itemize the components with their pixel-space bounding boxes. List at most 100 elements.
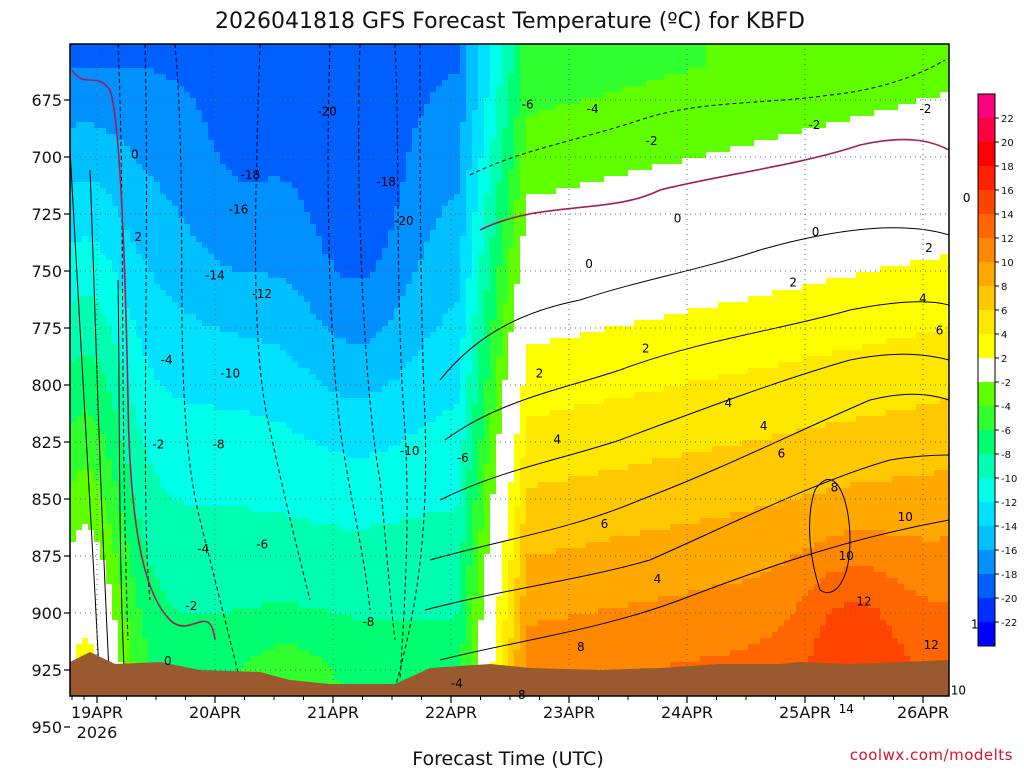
temperature-cell [106,110,113,117]
temperature-cell [652,212,659,219]
temperature-cell [874,44,881,51]
temperature-cell [418,206,425,213]
temperature-cell [850,128,857,135]
temperature-cell [250,158,257,165]
temperature-cell [526,134,533,141]
temperature-cell [544,218,551,225]
temperature-cell [106,212,113,219]
temperature-cell [82,98,89,105]
temperature-cell [904,68,911,75]
temperature-cell [640,50,647,57]
temperature-cell [460,218,467,225]
temperature-cell [802,152,809,159]
temperature-cell [214,182,221,189]
temperature-cell [862,194,869,201]
temperature-cell [574,230,581,237]
temperature-cell [442,74,449,81]
temperature-cell [736,152,743,159]
temperature-cell [766,110,773,117]
temperature-cell [526,68,533,75]
temperature-cell [892,218,899,225]
temperature-cell [418,92,425,99]
temperature-cell [538,80,545,87]
temperature-cell [418,182,425,189]
temperature-cell [532,140,539,147]
temperature-cell [772,182,779,189]
temperature-cell [808,86,815,93]
temperature-cell [208,134,215,141]
temperature-cell [508,188,515,195]
temperature-cell [244,68,251,75]
temperature-cell [514,44,521,51]
temperature-cell [598,206,605,213]
temperature-cell [226,164,233,171]
temperature-cell [592,218,599,225]
temperature-cell [916,170,923,177]
temperature-cell [340,80,347,87]
temperature-cell [196,200,203,207]
temperature-cell [826,212,833,219]
temperature-cell [196,98,203,105]
temperature-cell [514,146,521,153]
temperature-cell [586,56,593,63]
temperature-cell [448,62,455,69]
temperature-cell [628,224,635,231]
temperature-cell [688,116,695,123]
temperature-cell [514,50,521,57]
temperature-cell [664,92,671,99]
temperature-cell [466,110,473,117]
temperature-cell [292,176,299,183]
temperature-cell [724,164,731,171]
temperature-cell [490,206,497,213]
temperature-cell [916,44,923,51]
temperature-cell [424,44,431,51]
temperature-cell [394,242,401,249]
temperature-cell [124,146,131,153]
temperature-cell [742,218,749,225]
temperature-cell [406,236,413,243]
temperature-cell [664,206,671,213]
temperature-cell [538,218,545,225]
temperature-cell [100,110,107,117]
temperature-cell [358,236,365,243]
temperature-cell [130,56,137,63]
temperature-cell [610,230,617,237]
temperature-cell [376,80,383,87]
temperature-cell [130,218,137,225]
temperature-cell [718,86,725,93]
temperature-cell [382,92,389,99]
temperature-cell [190,122,197,129]
temperature-cell [250,128,257,135]
temperature-cell [676,188,683,195]
temperature-cell [256,224,263,231]
temperature-cell [496,128,503,135]
temperature-cell [580,86,587,93]
temperature-cell [778,92,785,99]
temperature-cell [220,86,227,93]
temperature-cell [610,146,617,153]
temperature-cell [658,218,665,225]
temperature-cell [718,68,725,75]
temperature-cell [514,80,521,87]
temperature-cell [790,194,797,201]
temperature-cell [808,212,815,219]
temperature-cell [106,218,113,225]
temperature-cell [742,212,749,219]
temperature-cell [934,56,941,63]
temperature-cell [532,128,539,135]
temperature-cell [718,98,725,105]
temperature-cell [184,110,191,117]
temperature-cell [658,212,665,219]
temperature-cell [748,122,755,129]
temperature-cell [172,170,179,177]
temperature-cell [184,50,191,57]
temperature-cell [604,146,611,153]
temperature-cell [196,74,203,81]
temperature-cell [376,224,383,231]
temperature-cell [364,194,371,201]
temperature-cell [856,182,863,189]
temperature-cell [148,182,155,189]
temperature-cell [106,206,113,213]
temperature-cell [694,194,701,201]
temperature-cell [694,218,701,225]
